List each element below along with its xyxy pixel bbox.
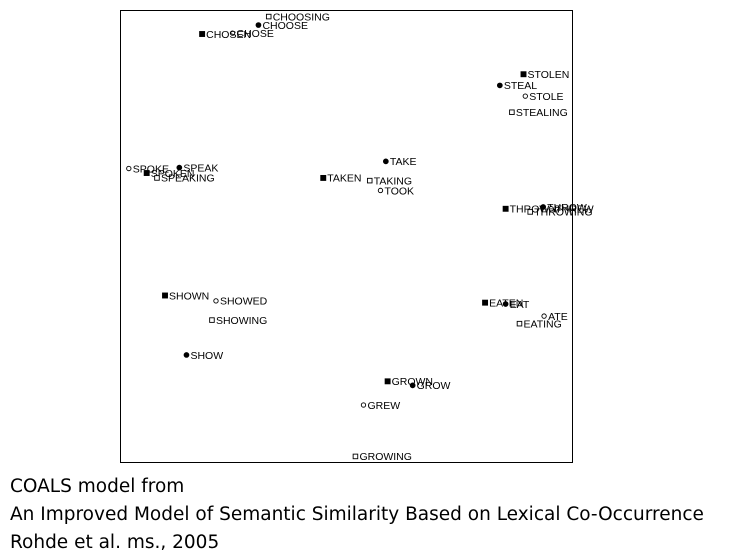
point-throw (540, 204, 547, 210)
point-took (377, 187, 384, 194)
point-stealing (509, 109, 515, 115)
point-spoken (143, 170, 150, 176)
caption-line-3: Rohde et al. ms., 2005 (10, 532, 220, 553)
point-eaten (482, 299, 489, 306)
point-label-showing: SHOWING (216, 315, 267, 327)
point-speak (176, 164, 183, 171)
point-grow (409, 382, 416, 389)
point-label-show: SHOW (190, 350, 223, 362)
point-chosen (199, 31, 206, 37)
point-take (382, 158, 389, 165)
point-showing (209, 317, 215, 323)
point-label-spoken: SPOKEN (151, 168, 195, 180)
point-label-steal: STEAL (504, 80, 537, 92)
point-label-taking: TAKING (374, 175, 412, 187)
point-choose (255, 22, 262, 28)
point-label-speak: SPEAK (183, 162, 218, 174)
point-label-choose: CHOOSE (262, 20, 308, 32)
point-shown (162, 292, 168, 299)
point-label-chose: CHOSE (237, 28, 274, 40)
point-label-ate: ATE (548, 311, 568, 323)
point-label-eating: EATING (523, 318, 561, 330)
point-label-eat: EAT (510, 299, 530, 311)
point-thrown (502, 205, 509, 212)
point-throwing (527, 209, 533, 215)
point-label-speaking: SPEAKING (161, 173, 215, 185)
point-label-spoke: SPOKE (133, 163, 169, 175)
point-ate (541, 313, 547, 319)
point-eat (502, 301, 509, 307)
point-label-grown: GROWN (392, 376, 433, 388)
point-label-grow: GROW (417, 380, 451, 392)
caption-line-1: COALS model from (10, 476, 185, 497)
point-taking (366, 177, 373, 184)
point-grew (360, 402, 367, 408)
point-showed (213, 298, 219, 304)
point-label-throwing: THROWING (534, 207, 592, 219)
point-label-choosing: CHOOSING (273, 11, 330, 23)
point-label-threw: THREW (555, 204, 594, 216)
point-label-take: TAKE (390, 156, 417, 168)
point-choosing (265, 13, 272, 20)
point-spoke (126, 165, 132, 172)
point-show (183, 352, 190, 358)
point-eating (516, 320, 523, 327)
point-steal (496, 82, 503, 89)
point-growing (352, 453, 359, 460)
point-taken (320, 174, 327, 181)
point-label-grew: GREW (367, 400, 400, 412)
point-label-stealing: STEALING (516, 107, 568, 119)
point-label-took: TOOK (384, 185, 414, 197)
point-label-shown: SHOWN (169, 290, 209, 302)
point-label-showed: SHOWED (220, 296, 268, 308)
point-speaking (154, 175, 160, 181)
caption-line-2: An Improved Model of Semantic Similarity… (10, 504, 704, 525)
point-label-stolen: STOLEN (528, 69, 570, 81)
point-label-throw: THROW (547, 202, 587, 214)
plot-frame (120, 10, 573, 463)
point-chose (229, 30, 236, 36)
point-stole (522, 93, 528, 99)
point-label-chosen: CHOSEN (206, 29, 251, 41)
point-grown (384, 378, 391, 385)
point-label-taken: TAKEN (327, 173, 361, 185)
point-stolen (520, 71, 527, 78)
point-label-growing: GROWING (359, 451, 412, 463)
point-label-stole: STOLE (529, 91, 563, 103)
point-threw (548, 206, 554, 212)
